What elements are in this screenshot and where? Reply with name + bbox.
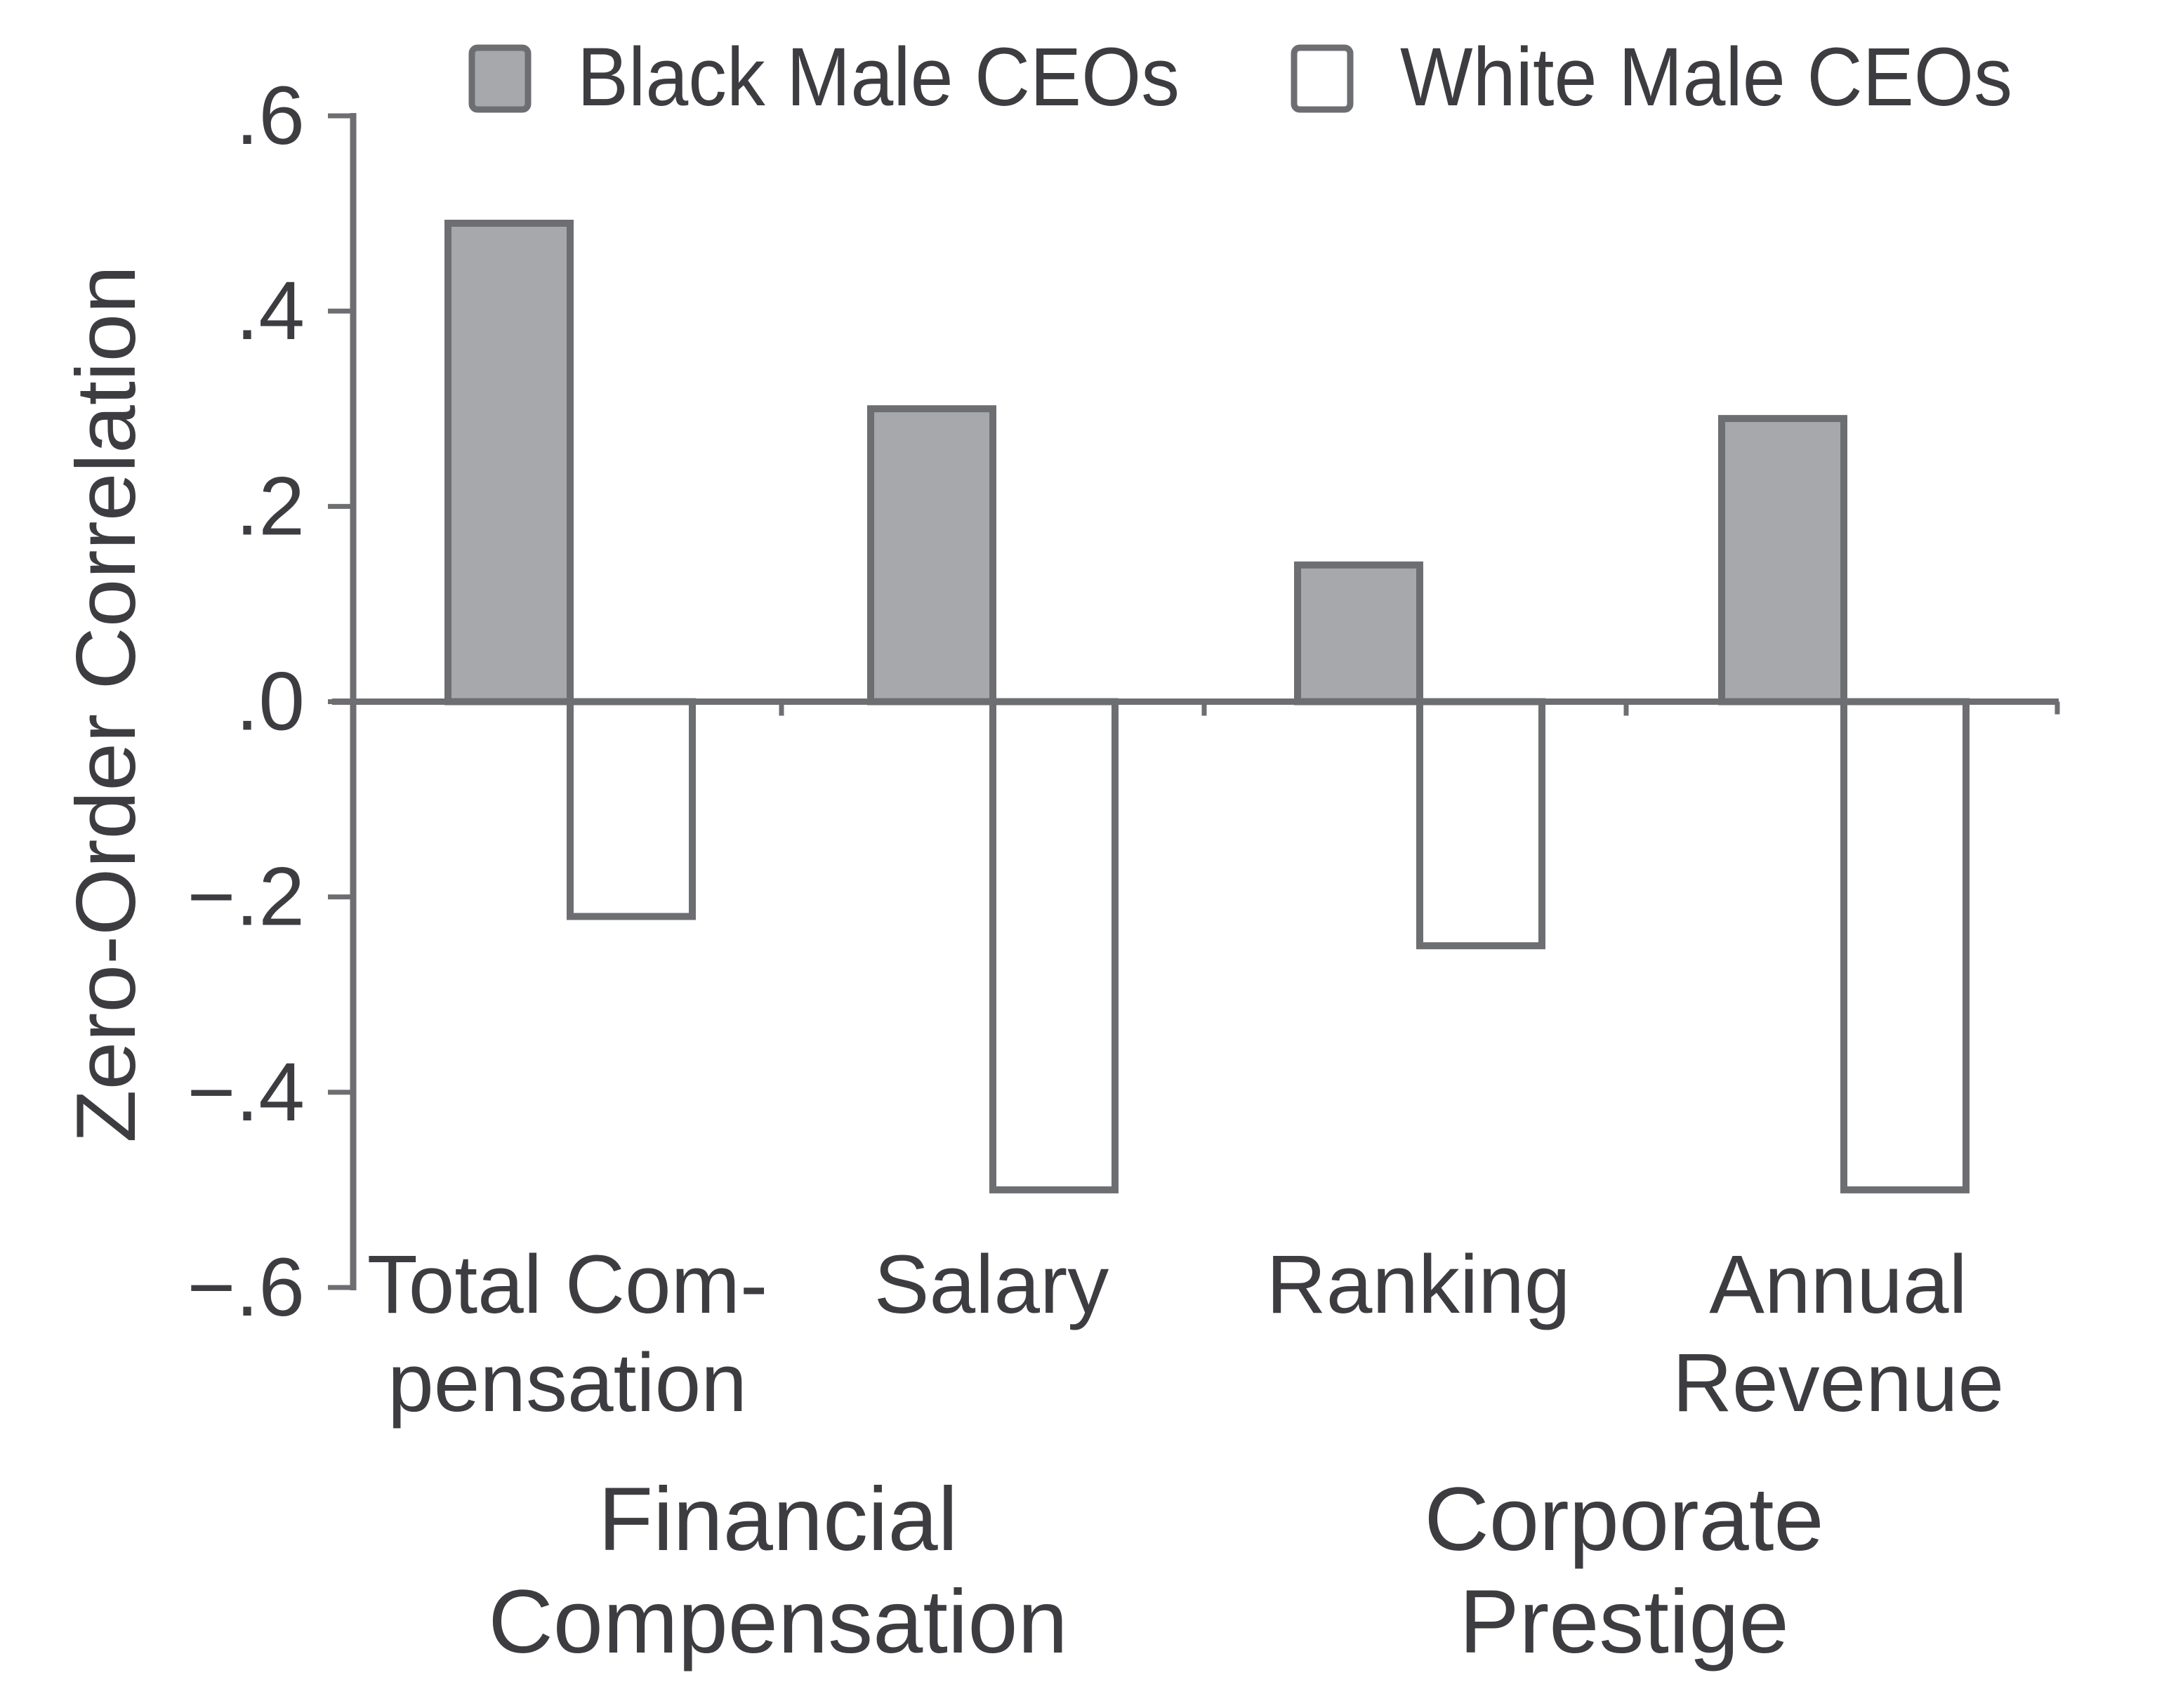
y-tick-label: .0 xyxy=(236,656,305,748)
y-axis-title: Zero-Order Correlation xyxy=(59,265,153,1143)
category-label: Salary xyxy=(874,1238,1109,1331)
y-tick-label: −.2 xyxy=(187,851,305,944)
bar-white-male-ceos-salary xyxy=(989,698,1119,1193)
x-labels-layer: Total Com-pensation Salary Ranking AnnualRe… xyxy=(367,1238,2004,1429)
legend-swatch-white-male-ceos xyxy=(1291,44,1354,113)
category-label: Revenue xyxy=(1673,1337,2004,1429)
bar-black-male-ceos-salary xyxy=(867,405,996,706)
category-label: Ranking xyxy=(1267,1238,1571,1331)
legend-label-black-male-ceos: Black Male CEOs xyxy=(577,31,1180,124)
legend-label-white-male-ceos: White Male CEOs xyxy=(1400,31,2012,124)
bar-black-male-ceos-total-compensation xyxy=(444,219,574,706)
legend: Black Male CEOs White Male CEOs xyxy=(468,31,2012,124)
bar-white-male-ceos-ranking xyxy=(1416,698,1545,950)
bar-black-male-ceos-annual-revenue xyxy=(1718,415,1847,706)
category-label: Total Com- xyxy=(367,1238,767,1331)
bar-white-male-ceos-annual-revenue xyxy=(1840,698,1970,1193)
y-ticks-layer: .6 .4 .2 .0 −.2 −.4 −.6 xyxy=(187,69,353,1334)
y-tick-label: .6 xyxy=(236,69,305,162)
y-tick-label: .2 xyxy=(236,460,305,552)
bar-black-male-ceos-ranking xyxy=(1294,561,1423,706)
category-label: pensation xyxy=(388,1337,747,1429)
y-tick-label: −.4 xyxy=(187,1046,305,1139)
category-label: Annual xyxy=(1709,1238,1967,1331)
bars-layer xyxy=(444,219,1970,1193)
group-label: Compensation xyxy=(488,1572,1067,1672)
group-label: Prestige xyxy=(1459,1572,1789,1672)
y-tick-label: .4 xyxy=(236,265,305,357)
group-label: Corporate xyxy=(1424,1469,1823,1570)
y-tick-label: −.6 xyxy=(187,1241,305,1334)
bar-white-male-ceos-total-compensation xyxy=(567,698,696,920)
group-label: Financial xyxy=(598,1469,958,1570)
legend-swatch-black-male-ceos xyxy=(468,44,532,113)
axes-layer xyxy=(332,113,2060,1290)
